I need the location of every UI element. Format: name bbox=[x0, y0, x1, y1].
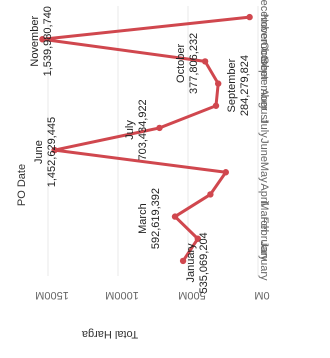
x-tick-label: September bbox=[258, 57, 270, 111]
x-tick-label: July bbox=[258, 118, 270, 138]
data-point bbox=[156, 124, 163, 132]
x-tick-labels: JanuaryFebruaryMarchAprilMayJuneJulyAugu… bbox=[258, 0, 270, 281]
x-tick-label: May bbox=[258, 162, 270, 183]
data-label-value: 284,279,824 bbox=[239, 55, 251, 116]
data-label-value: 1,452,629,445 bbox=[46, 117, 58, 187]
data-label-value: 1,539,980,740 bbox=[42, 6, 54, 76]
data-label-value: 703,434,922 bbox=[137, 99, 149, 160]
x-tick-label: June bbox=[258, 138, 270, 162]
data-point bbox=[215, 80, 222, 87]
data-label-month: November bbox=[29, 16, 41, 67]
x-tick-label: August bbox=[258, 89, 270, 123]
y-tick-label: 1500M bbox=[35, 289, 69, 301]
data-label-value: 377,806,232 bbox=[188, 33, 200, 94]
data-label-month: September bbox=[226, 58, 238, 112]
series-line bbox=[40, 15, 252, 263]
data-label-month: June bbox=[33, 140, 45, 164]
data-point bbox=[194, 235, 201, 242]
y-axis-title: Total Harga bbox=[81, 328, 138, 340]
y-tick-labels: 1500M 1000M 500M 0M bbox=[35, 289, 269, 301]
x-tick-label: January bbox=[258, 241, 270, 281]
data-label-month: October bbox=[175, 44, 187, 83]
data-label-month: March bbox=[137, 203, 149, 234]
data-points bbox=[39, 13, 253, 265]
data-point bbox=[51, 146, 58, 154]
data-label-value: 592,619,392 bbox=[150, 188, 162, 249]
x-tick-label: March bbox=[258, 201, 270, 232]
x-tick-label: October bbox=[258, 42, 270, 81]
data-label-value: 535,069,204 bbox=[198, 232, 210, 293]
x-tick-label: December bbox=[258, 0, 270, 43]
data-point bbox=[39, 36, 46, 43]
series-line-path bbox=[40, 15, 252, 263]
data-point bbox=[179, 257, 187, 265]
y-tick-label: 500M bbox=[178, 289, 206, 301]
data-label-month: July bbox=[124, 120, 136, 140]
data-point bbox=[212, 102, 220, 109]
y-tick-label: 1000M bbox=[105, 289, 139, 301]
x-tick-label: November bbox=[258, 14, 270, 65]
x-tick-label: April bbox=[258, 183, 270, 205]
x-axis-title: PO Date bbox=[16, 164, 28, 206]
data-point bbox=[222, 169, 229, 176]
data-point bbox=[246, 13, 253, 21]
data-point bbox=[207, 191, 214, 198]
y-tick-label: 0M bbox=[254, 289, 269, 301]
data-point bbox=[201, 58, 209, 65]
x-tick-label: February bbox=[258, 217, 270, 262]
data-label-month: January bbox=[185, 243, 197, 283]
data-point bbox=[171, 213, 179, 220]
